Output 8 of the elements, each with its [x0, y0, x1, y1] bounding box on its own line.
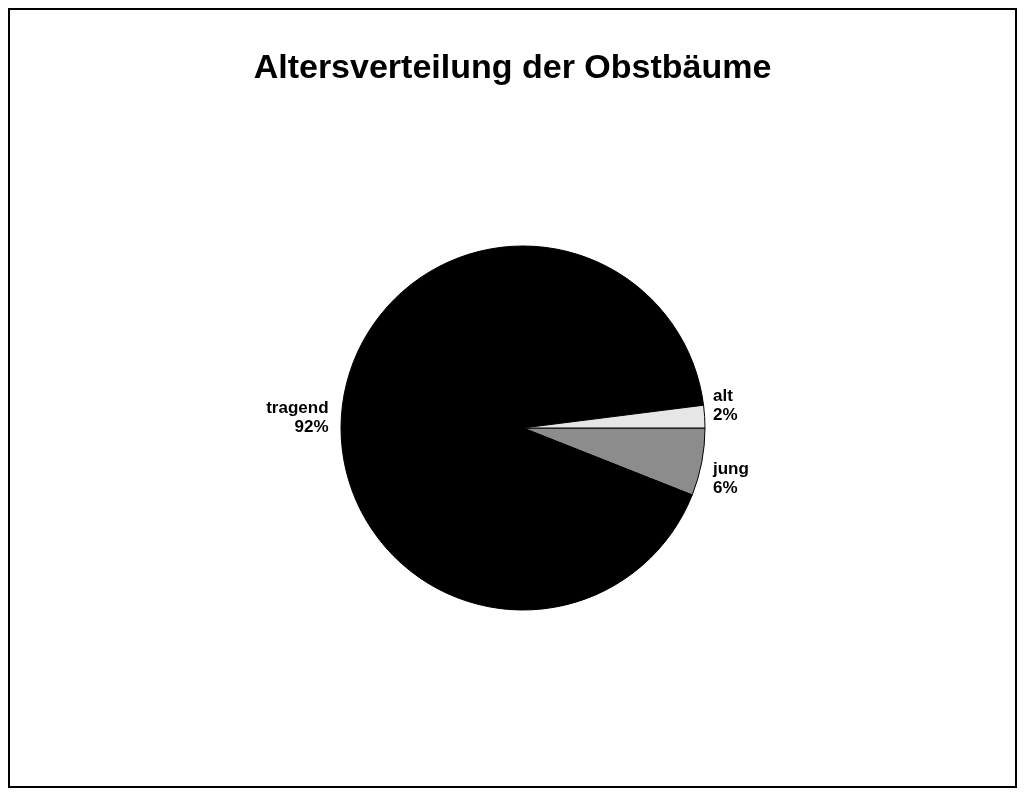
slice-label: tragend: [266, 398, 329, 418]
data-label: 92%: [294, 417, 329, 437]
data-label: 2%: [713, 404, 738, 424]
pie-slice: [340, 245, 705, 611]
chart-title: Altersverteilung der Obstbäume: [253, 47, 772, 85]
data-label: 6%: [713, 478, 738, 498]
slice-label: alt: [713, 385, 734, 405]
slice-label: jung: [712, 459, 749, 479]
